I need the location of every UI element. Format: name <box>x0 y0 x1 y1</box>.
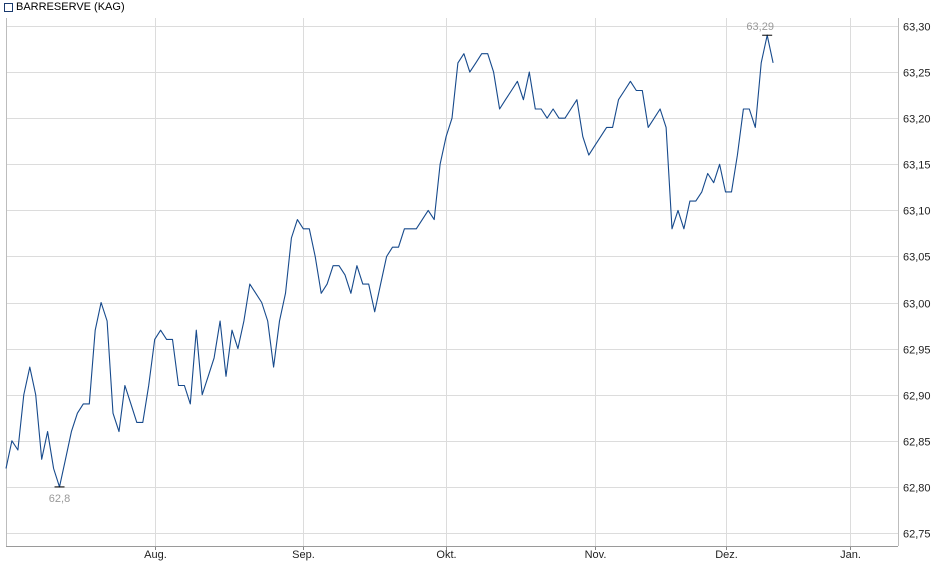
y-tick-label: 63,25 <box>903 68 931 80</box>
legend-label: BARRESERVE (KAG) <box>16 1 125 13</box>
y-tick-label: 62,75 <box>903 529 931 541</box>
x-tick-label: Okt. <box>436 549 456 561</box>
x-tick-label: Nov. <box>585 549 607 561</box>
legend: BARRESERVE (KAG) <box>4 0 125 14</box>
x-tick-label: Sep. <box>292 549 315 561</box>
y-tick-label: 63,05 <box>903 252 931 264</box>
y-tick-label: 63,20 <box>903 114 931 126</box>
y-tick-label: 63,00 <box>903 299 931 311</box>
x-tick-label: Jan. <box>840 549 861 561</box>
y-tick-label: 63,10 <box>903 206 931 218</box>
x-tick-label: Aug. <box>144 549 167 561</box>
legend-swatch <box>4 2 13 12</box>
y-tick-label: 62,95 <box>903 345 931 357</box>
y-tick-label: 62,80 <box>903 483 931 495</box>
min-label: 62,8 <box>49 493 70 505</box>
y-tick-label: 62,90 <box>903 391 931 403</box>
series-line <box>5 34 774 488</box>
x-tick-label: Dez. <box>715 549 738 561</box>
y-tick-label: 63,15 <box>903 160 931 172</box>
max-label: 63,29 <box>746 21 774 33</box>
y-tick-label: 62,85 <box>903 437 931 449</box>
y-tick-label: 63,30 <box>903 22 931 34</box>
